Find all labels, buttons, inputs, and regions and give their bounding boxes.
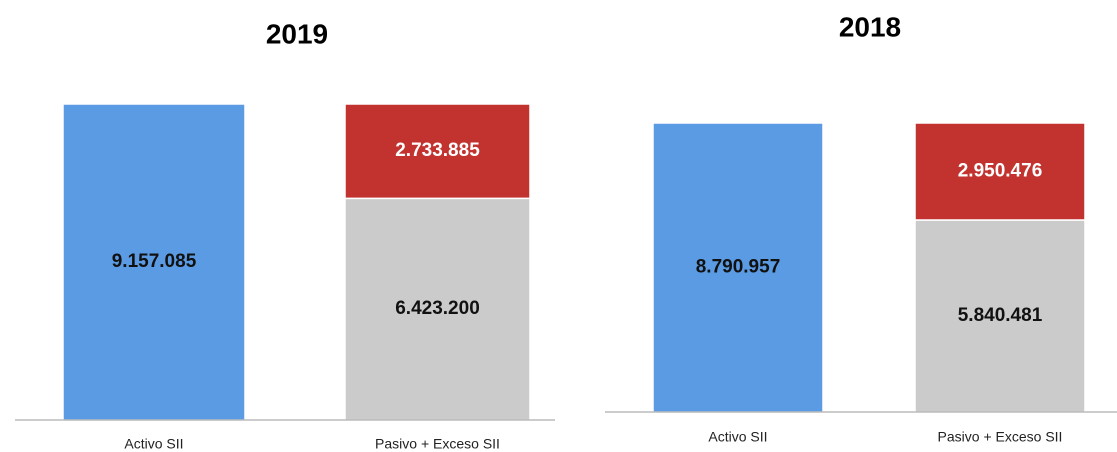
x-tick-label: Pasivo + Exceso SII — [375, 436, 500, 452]
value-label: 6.423.200 — [395, 298, 480, 319]
chart-title: 2018 — [839, 11, 901, 42]
chart-title: 2019 — [266, 18, 328, 49]
bar-segment — [652, 122, 824, 413]
bar-segment — [914, 219, 1086, 413]
x-tick-label: Activo SII — [124, 436, 183, 452]
value-label: 2.733.885 — [395, 140, 480, 161]
value-label: 2.950.476 — [958, 161, 1043, 182]
bar-segment — [62, 103, 246, 421]
bar-segment — [914, 122, 1086, 221]
value-label: 9.157.085 — [112, 251, 197, 272]
bar-segment — [344, 103, 531, 200]
bar-segment — [344, 197, 531, 421]
value-label: 5.840.481 — [958, 305, 1043, 326]
x-tick-label: Activo SII — [708, 429, 767, 445]
x-tick-label: Pasivo + Exceso SII — [938, 429, 1063, 445]
value-label: 8.790.957 — [696, 257, 781, 278]
